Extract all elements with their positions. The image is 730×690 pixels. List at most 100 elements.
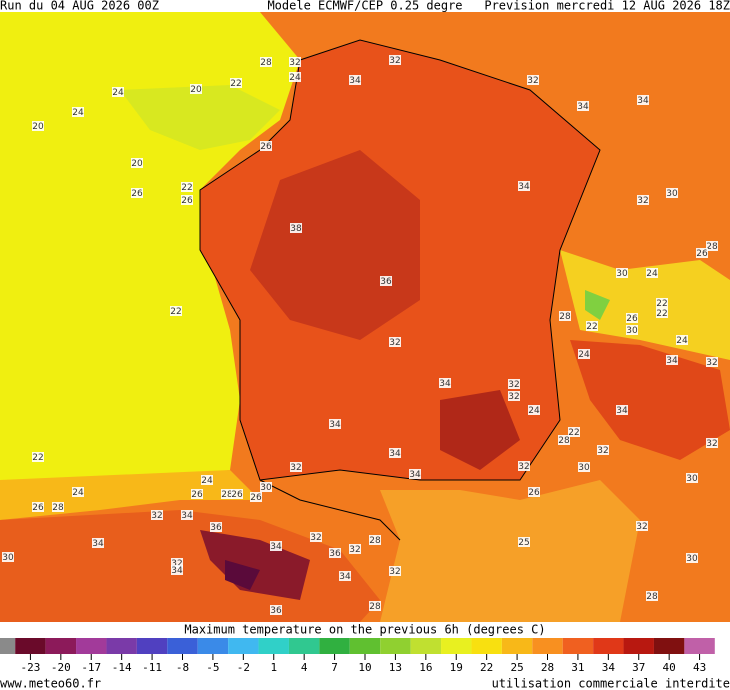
colorbar-cell (380, 638, 411, 654)
temp-label: 22 (181, 183, 192, 193)
colorbar-tick-label: 31 (571, 661, 584, 674)
label-box (171, 558, 183, 568)
temp-label: 24 (201, 476, 213, 486)
colorbar-cell (441, 638, 472, 654)
label-box (329, 419, 341, 429)
label-box (706, 357, 718, 367)
colorbar-tick-label: -23 (20, 661, 40, 674)
label-box (260, 57, 272, 67)
temp-label: 32 (636, 522, 647, 532)
colorbar-cell (167, 638, 198, 654)
colorbar-tick-label: -2 (237, 661, 250, 674)
label-box (686, 473, 698, 483)
colorbar-cell (136, 638, 168, 654)
colorbar-cell (471, 638, 502, 654)
label-box (210, 522, 222, 532)
label-box (656, 298, 668, 308)
temp-label: 32 (518, 462, 529, 472)
temp-label: 30 (666, 189, 678, 199)
colorbar-cell (319, 638, 350, 654)
label-box (597, 445, 609, 455)
colorbar-cell (501, 638, 533, 654)
label-box (181, 510, 193, 520)
colorbar-tick-label: 40 (663, 661, 676, 674)
temp-label: 32 (310, 533, 321, 543)
colorbar-tick-label: 34 (602, 661, 616, 674)
label-box (706, 241, 718, 251)
label-box (518, 537, 530, 547)
label-box (181, 195, 193, 205)
colorbar-cell (653, 638, 685, 654)
run-text: Run du 04 AUG 2026 00Z (0, 0, 159, 13)
temp-label: 34 (171, 566, 183, 576)
colorbar-tick-label: 16 (419, 661, 432, 674)
temp-label: 28 (559, 312, 571, 322)
label-box (2, 552, 14, 562)
temp-label: 32 (527, 76, 538, 86)
label-box (626, 325, 638, 335)
temp-label: 30 (260, 483, 272, 493)
temp-label: 24 (72, 108, 84, 118)
temp-label: 32 (389, 567, 400, 577)
label-box (339, 571, 351, 581)
label-box (52, 502, 64, 512)
border-pyrenees (259, 479, 401, 541)
temp-label: 28 (369, 602, 381, 612)
temp-label: 30 (686, 474, 698, 484)
colorbar-cell (197, 638, 229, 654)
temp-label: 25 (518, 538, 529, 548)
label-box (380, 276, 392, 286)
label-box (290, 223, 302, 233)
label-box (637, 95, 649, 105)
label-box (508, 379, 520, 389)
italy (570, 340, 730, 460)
colorbar-tick-label: 19 (450, 661, 463, 674)
temp-label: 24 (112, 88, 124, 98)
label-box (666, 355, 678, 365)
label-box (92, 538, 104, 548)
temp-label: 22 (568, 428, 579, 438)
temp-label: 38 (290, 224, 302, 234)
colorbar-cell (410, 638, 442, 654)
temp-label: 22 (32, 453, 43, 463)
temp-label: 24 (646, 269, 658, 279)
label-box (329, 548, 341, 558)
temp-label: 26 (131, 189, 143, 199)
label-box (706, 438, 718, 448)
temp-label: 24 (676, 336, 688, 346)
label-box (369, 601, 381, 611)
label-box (270, 541, 282, 551)
temp-label: 34 (577, 102, 589, 112)
colorbar-tick-label: -5 (206, 661, 219, 674)
label-box (131, 188, 143, 198)
temp-label: 20 (32, 122, 44, 132)
temp-label: 32 (151, 511, 162, 521)
hot-south (440, 390, 520, 470)
label-box (349, 75, 361, 85)
temp-label: 28 (558, 436, 570, 446)
temp-label: 32 (597, 446, 608, 456)
label-box (290, 462, 302, 472)
colorbar-title: Maximum temperature on the previous 6h (… (184, 623, 545, 637)
temp-label: 28 (646, 592, 658, 602)
temp-label: 26 (528, 488, 540, 498)
temp-label: 24 (289, 73, 301, 83)
temp-label: 32 (289, 58, 300, 68)
temp-label: 26 (260, 142, 272, 152)
temp-label: 36 (329, 549, 341, 559)
mediterranean (380, 480, 640, 622)
temp-label: 24 (528, 406, 540, 416)
temp-label: 34 (666, 356, 678, 366)
label-box (528, 405, 540, 415)
temp-label: 22 (230, 79, 241, 89)
label-box (666, 188, 678, 198)
label-box (636, 521, 648, 531)
temp-label: 36 (210, 523, 222, 533)
temp-label: 34 (637, 96, 649, 106)
label-box (389, 566, 401, 576)
colorbar-cell (106, 638, 137, 654)
temp-label: 34 (616, 406, 628, 416)
spain-hot (200, 530, 310, 600)
label-box (32, 452, 44, 462)
